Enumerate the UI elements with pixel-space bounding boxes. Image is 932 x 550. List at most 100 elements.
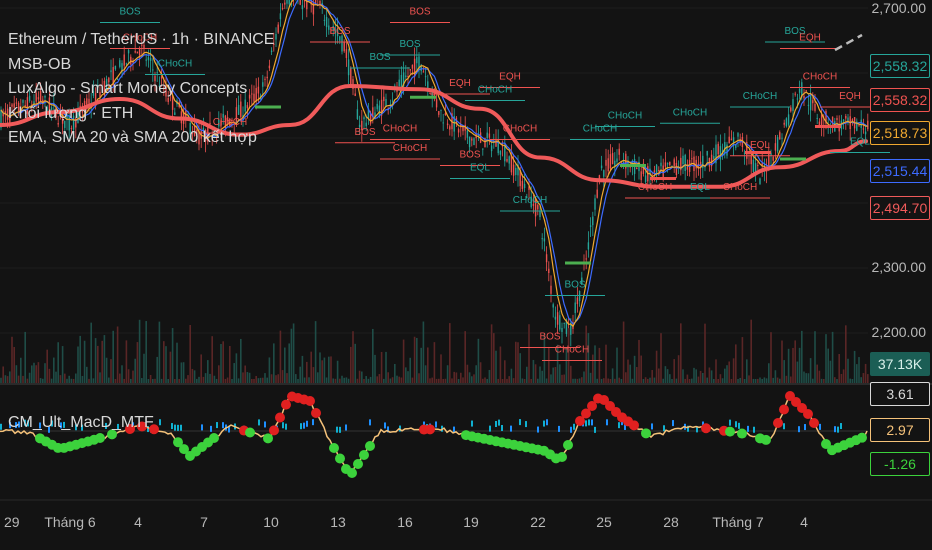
candle-body (820, 114, 823, 127)
candle-body (143, 44, 145, 49)
macd-dot (557, 452, 567, 462)
smc-label: BOS (459, 150, 480, 161)
candle-body (420, 64, 422, 72)
candle-body (565, 319, 568, 334)
candle-body (218, 119, 220, 127)
candle-body (719, 146, 722, 160)
candle-body (490, 145, 493, 152)
candle-body (356, 109, 359, 119)
volume-bar (526, 366, 528, 383)
smc-label: CHoCH (383, 124, 417, 135)
legend-volume[interactable]: Khối lượng · ETH (8, 104, 134, 122)
candle-body (167, 97, 169, 102)
volume-bar (772, 377, 774, 383)
volume-bar (149, 375, 152, 383)
legend-luxalgo[interactable]: LuxAlgo - Smart Money Concepts (8, 80, 248, 97)
candle-body (191, 132, 194, 134)
candle-body (224, 115, 227, 128)
candle-body (273, 43, 275, 45)
candle-body (867, 120, 869, 130)
macd-histogram (48, 426, 50, 433)
smc-label: EQH (839, 91, 861, 102)
volume-bar (823, 378, 825, 383)
macd-histogram (495, 420, 497, 427)
volume-bar (103, 335, 106, 383)
candle-body (847, 117, 849, 122)
smc-label: CHoCH (583, 124, 617, 135)
smc-label: CHoCH (638, 182, 672, 193)
volume-bar (438, 378, 440, 383)
legend-msb-ob[interactable]: MSB-OB (8, 55, 72, 73)
candle-body (526, 196, 528, 198)
candle-body (743, 152, 746, 154)
volume-bar (422, 321, 425, 383)
volume-bar (33, 362, 35, 383)
candle-body (334, 29, 337, 34)
volume-bar (402, 339, 405, 383)
volume-bar (310, 351, 312, 383)
volume-bar (345, 377, 348, 383)
candle-body (193, 124, 196, 137)
volume-bar (328, 356, 330, 383)
volume-bar (574, 378, 576, 383)
candle-body (774, 143, 777, 151)
candle-body (462, 125, 464, 132)
candle-body (88, 98, 90, 107)
volume-bar (145, 321, 147, 383)
legend-macd[interactable]: CM_Ult_MacD_MTF (8, 414, 154, 431)
candle-body (556, 312, 559, 325)
smc-label: BOS (784, 26, 805, 37)
smc-label: BOS (539, 332, 560, 343)
candle-body (796, 98, 799, 100)
volume-bar (83, 340, 86, 383)
candle-body (257, 86, 260, 94)
candle-body (301, 5, 304, 10)
volume-bar (534, 364, 537, 383)
volume-bar (691, 378, 693, 383)
candle-body (308, 0, 310, 3)
candle-body (616, 158, 618, 162)
candle-body (343, 42, 345, 52)
candle-body (523, 183, 526, 189)
macd-histogram (210, 425, 212, 432)
candle-body (226, 117, 229, 122)
volume-bar (42, 378, 44, 383)
legend-ema-sma[interactable]: EMA, SMA 20 và SMA 200 kết hợp (8, 129, 257, 146)
volume-bar (515, 341, 517, 383)
candle-body (495, 139, 497, 147)
volume-bar (862, 373, 865, 383)
volume-bar (127, 369, 130, 383)
volume-bar (330, 356, 332, 383)
time-tick-7: 19 (463, 514, 479, 530)
volume-bar (440, 354, 442, 383)
volume-bar (548, 346, 550, 383)
volume-bar (389, 378, 392, 383)
volume-bar (352, 331, 354, 383)
candle-body (510, 154, 513, 173)
volume-bar (193, 370, 196, 383)
macd-histogram (51, 420, 53, 427)
volume-bar (581, 377, 583, 383)
candle-body (374, 112, 376, 120)
candle-body (402, 72, 405, 87)
candle-body (746, 141, 748, 159)
volume-bar (39, 378, 42, 383)
volume-bar (682, 369, 684, 383)
candle-body (312, 2, 315, 15)
candle-body (303, 0, 306, 2)
volume-bar (77, 346, 79, 383)
volume-bar (2, 366, 4, 383)
candle-body (554, 316, 557, 320)
legend-symbol[interactable]: Ethereum / TetherUS · 1h · BINANCE (8, 31, 275, 48)
volume-bar (75, 373, 77, 383)
candle-body (609, 154, 612, 169)
candle-body (754, 163, 757, 172)
volume-bar (24, 331, 26, 383)
candle-body (134, 51, 136, 53)
volume-bar (253, 378, 255, 383)
candle-body (858, 125, 860, 127)
volume-bar (554, 367, 557, 383)
candle-body (537, 205, 539, 210)
macd-histogram (525, 421, 527, 428)
